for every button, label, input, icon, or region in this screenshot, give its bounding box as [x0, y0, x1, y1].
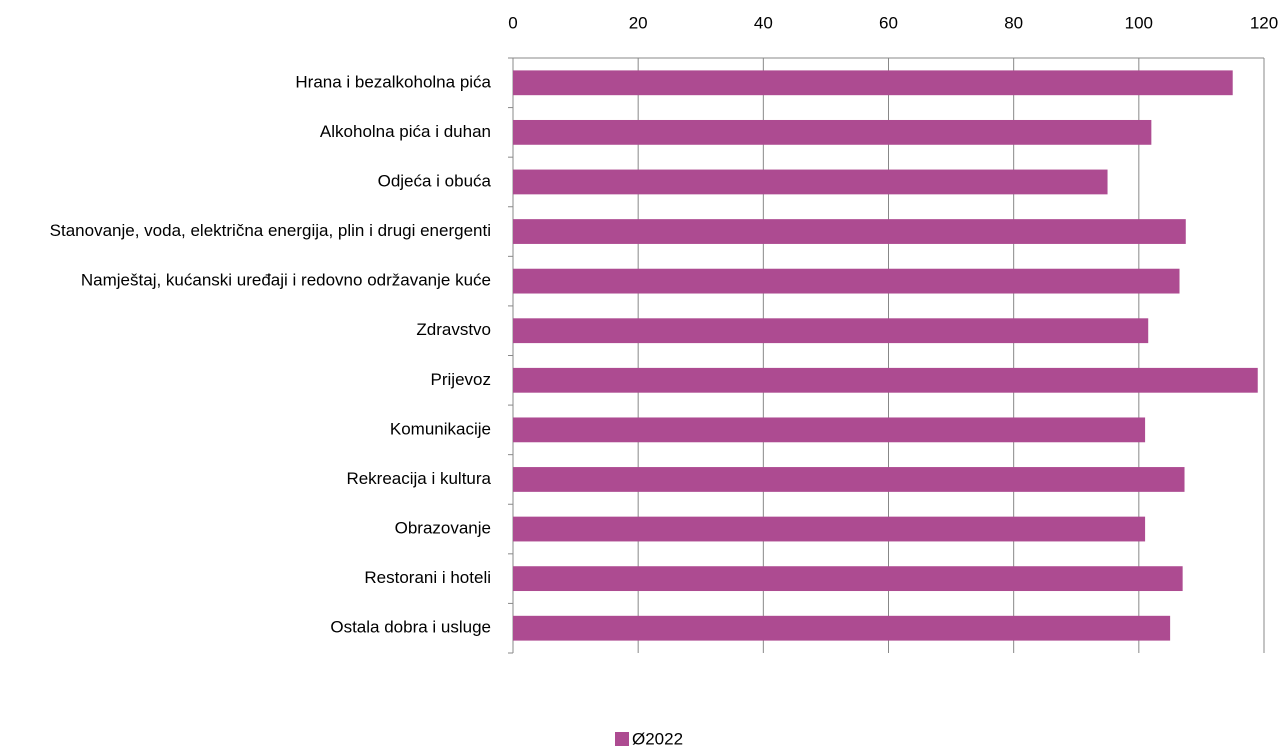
x-tick-label: 60: [879, 13, 898, 32]
bar: [513, 219, 1186, 244]
y-tick-label: Obrazovanje: [395, 519, 491, 538]
bar: [513, 268, 1180, 294]
legend-swatch: [615, 732, 629, 746]
y-tick-label: Stanovanje, voda, električna energija, p…: [50, 221, 491, 240]
y-tick-label: Namještaj, kućanski uređaji i redovno od…: [81, 271, 491, 290]
y-tick-label: Alkoholna pića i duhan: [320, 122, 491, 141]
x-tick-label: 40: [754, 13, 773, 32]
x-tick-label: 100: [1125, 13, 1153, 32]
bar: [513, 119, 1152, 145]
y-tick-label: Odjeća i obuća: [378, 171, 492, 190]
y-tick-label: Rekreacija i kultura: [346, 469, 491, 488]
y-tick-label: Restorani i hoteli: [364, 568, 491, 587]
x-tick-label: 20: [629, 13, 648, 32]
y-tick-label: Hrana i bezalkoholna pića: [295, 72, 491, 91]
bar: [513, 566, 1183, 592]
y-tick-label: Prijevoz: [431, 370, 491, 389]
x-tick-label: 80: [1004, 13, 1023, 32]
bar: [513, 467, 1185, 492]
y-tick-label: Ostala dobra i usluge: [330, 618, 491, 637]
y-tick-label: Zdravstvo: [416, 320, 491, 339]
y-tick-label: Komunikacije: [390, 419, 491, 438]
bar: [513, 367, 1258, 393]
bar: [513, 318, 1149, 344]
legend-label: Ø2022: [632, 729, 683, 748]
bar: [513, 417, 1146, 443]
bar: [513, 70, 1233, 96]
x-tick-label: 120: [1250, 13, 1278, 32]
bar: [513, 615, 1171, 641]
bar: [513, 516, 1146, 542]
x-tick-label: 0: [508, 13, 517, 32]
bar: [513, 169, 1108, 195]
